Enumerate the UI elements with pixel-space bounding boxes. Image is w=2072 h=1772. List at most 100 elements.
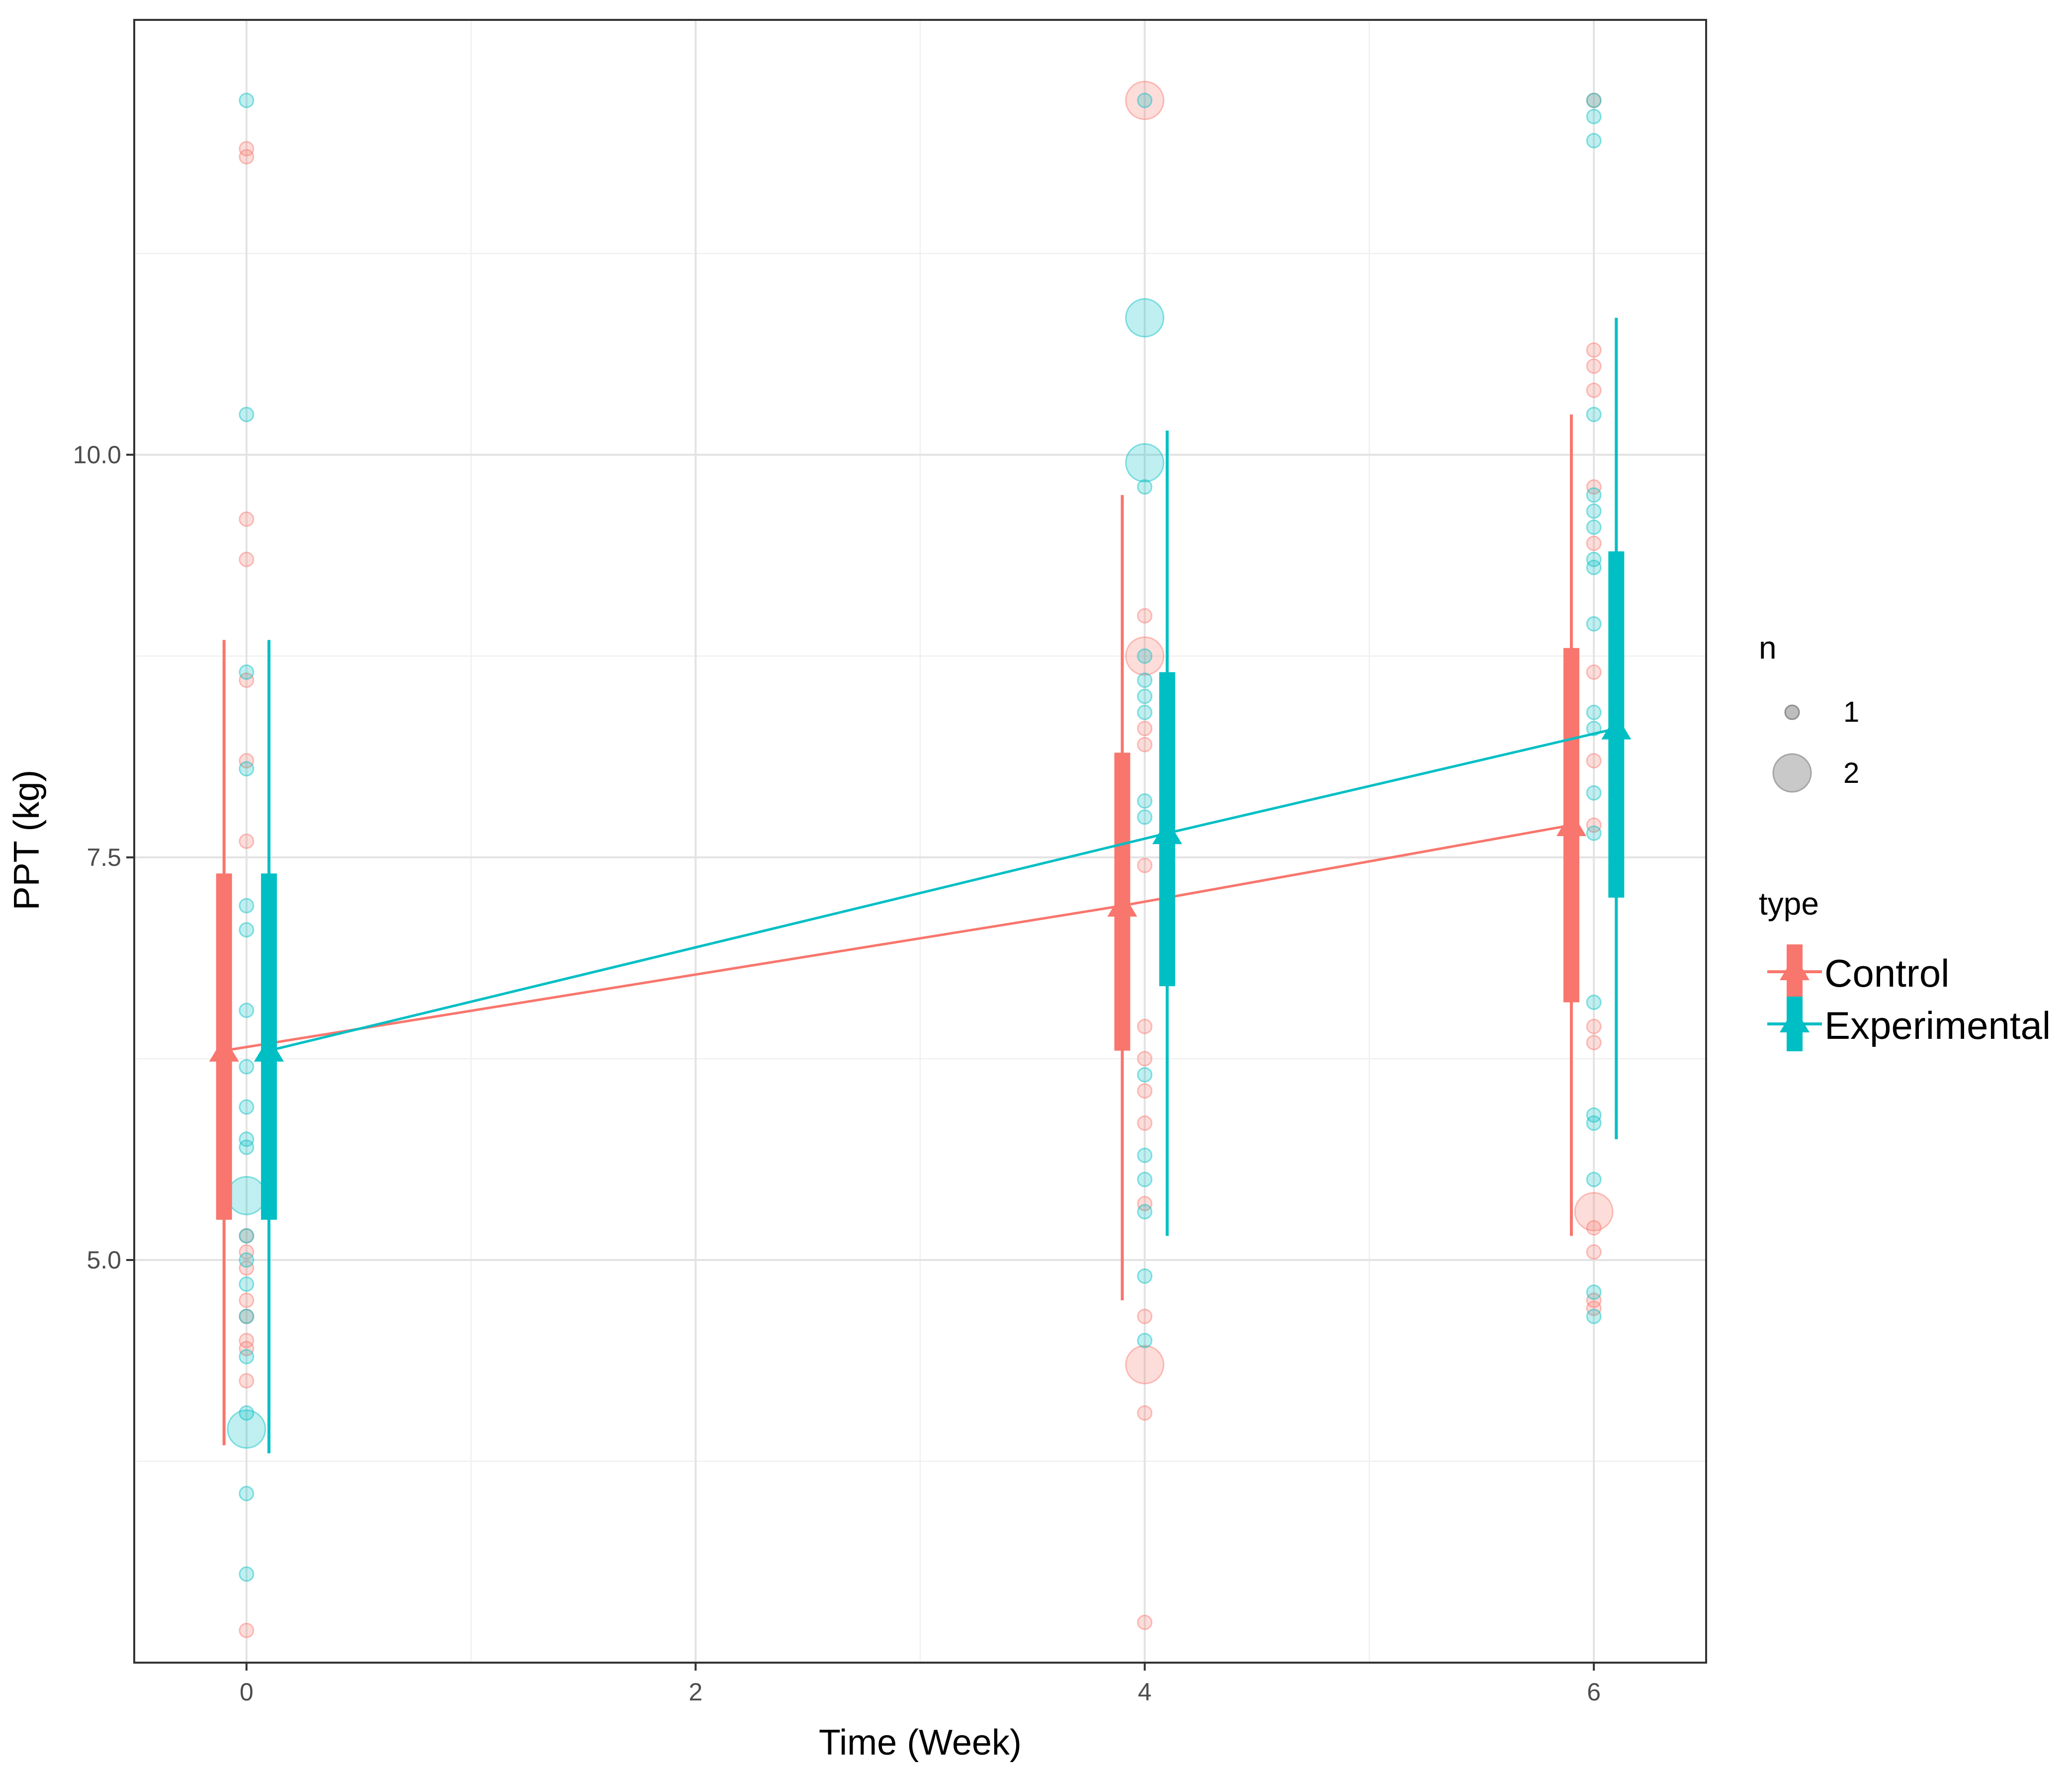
point-experimental <box>1586 108 1602 124</box>
grid <box>134 20 1706 1663</box>
point-experimental <box>239 1003 255 1018</box>
legend-size-key-1 <box>1784 704 1800 720</box>
legend-type-label-control: Control <box>1824 951 1949 995</box>
raw-points <box>227 81 1614 1638</box>
series-control <box>209 414 1586 1445</box>
point-experimental <box>239 92 255 108</box>
point-experimental <box>239 1349 255 1364</box>
point-control <box>1137 608 1153 624</box>
legend-size-label-1: 1 <box>1843 696 1859 728</box>
point-control <box>1586 817 1602 833</box>
point-experimental <box>1586 1284 1602 1300</box>
mean-marker-control <box>1107 892 1137 917</box>
point-control <box>1586 1292 1602 1308</box>
mean-marker-experimental <box>254 1036 284 1062</box>
point-control <box>1137 857 1153 873</box>
data-layer <box>209 81 1632 1638</box>
point-experimental <box>239 664 255 680</box>
legend-key-experimental <box>1767 997 1822 1051</box>
point-control <box>239 551 255 567</box>
point-experimental <box>1586 551 1602 567</box>
point-experimental <box>1137 1333 1153 1349</box>
point-experimental <box>1586 616 1602 632</box>
point-control <box>239 1622 255 1638</box>
point-experimental <box>1137 1172 1153 1187</box>
point-experimental <box>1586 407 1602 422</box>
mean-marker-control <box>1556 811 1586 837</box>
point-control <box>1586 1035 1602 1051</box>
point-experimental <box>1586 560 1602 576</box>
point-control <box>239 511 255 527</box>
legend-size-title: n <box>1759 630 1777 666</box>
point-control <box>1586 92 1602 108</box>
y-tick-label: 10.0 <box>73 441 121 469</box>
point-experimental <box>1586 785 1602 801</box>
legend-key-control <box>1767 944 1822 999</box>
point-control <box>1586 1220 1602 1236</box>
legend-type-title: type <box>1759 886 1819 922</box>
point-control <box>1586 753 1602 768</box>
point-control <box>1586 358 1602 374</box>
point-experimental <box>1137 1268 1153 1284</box>
point-experimental <box>1125 443 1165 483</box>
point-experimental <box>239 1131 255 1147</box>
point-experimental <box>1586 92 1602 108</box>
point-experimental <box>1586 704 1602 720</box>
point-control <box>1586 664 1602 680</box>
point-control <box>1125 81 1165 120</box>
point-control <box>239 1373 255 1389</box>
point-control <box>1137 1115 1153 1131</box>
mean-marker-experimental <box>1601 714 1632 740</box>
series-experimental <box>254 318 1632 1453</box>
x-tick-label: 4 <box>1138 1678 1152 1706</box>
point-control <box>1586 1018 1602 1034</box>
point-experimental <box>1137 1204 1153 1220</box>
point-control <box>239 1333 255 1349</box>
y-axis-title: PPT (kg) <box>7 770 47 911</box>
point-control <box>1586 535 1602 551</box>
point-experimental <box>1125 298 1165 338</box>
point-experimental <box>1137 704 1153 720</box>
point-control <box>1137 1018 1153 1034</box>
point-experimental <box>239 1405 255 1421</box>
plot-border <box>133 19 1707 1664</box>
point-control <box>1125 1345 1165 1385</box>
point-control <box>1586 479 1602 495</box>
point-control <box>1137 1051 1153 1067</box>
point-control <box>239 149 255 165</box>
point-experimental <box>1137 1147 1153 1163</box>
point-experimental <box>1586 1115 1602 1131</box>
mean-marker-control <box>209 1036 239 1062</box>
point-control <box>1137 1614 1153 1630</box>
point-control <box>1137 1196 1153 1212</box>
point-control <box>239 1228 255 1244</box>
point-control <box>239 672 255 688</box>
y-tick-label: 5.0 <box>86 1246 121 1274</box>
point-experimental <box>1586 825 1602 841</box>
point-experimental <box>239 1099 255 1115</box>
point-experimental <box>227 1176 266 1215</box>
point-experimental <box>239 1228 255 1244</box>
x-tick-label: 2 <box>689 1678 702 1706</box>
point-control <box>1137 1405 1153 1421</box>
point-experimental <box>1586 133 1602 149</box>
point-experimental <box>1137 793 1153 809</box>
point-control <box>1574 1192 1614 1232</box>
point-experimental <box>1586 1308 1602 1324</box>
point-experimental <box>239 1252 255 1268</box>
point-control <box>239 141 255 157</box>
point-experimental <box>1586 487 1602 503</box>
point-control <box>239 1292 255 1308</box>
point-experimental <box>1137 688 1153 704</box>
x-axis-title: Time (Week) <box>819 1723 1022 1763</box>
point-control <box>239 1341 255 1356</box>
mean-marker-experimental <box>1152 819 1182 844</box>
point-experimental <box>227 1409 266 1449</box>
x-tick-label: 0 <box>240 1678 254 1706</box>
legend: n 1 2 type Control Experimental <box>1759 630 2051 1051</box>
legend-type-label-experimental: Experimental <box>1824 1004 2051 1047</box>
point-control <box>1137 721 1153 737</box>
point-experimental <box>1137 648 1153 664</box>
point-experimental <box>1137 1067 1153 1083</box>
point-experimental <box>1137 479 1153 495</box>
